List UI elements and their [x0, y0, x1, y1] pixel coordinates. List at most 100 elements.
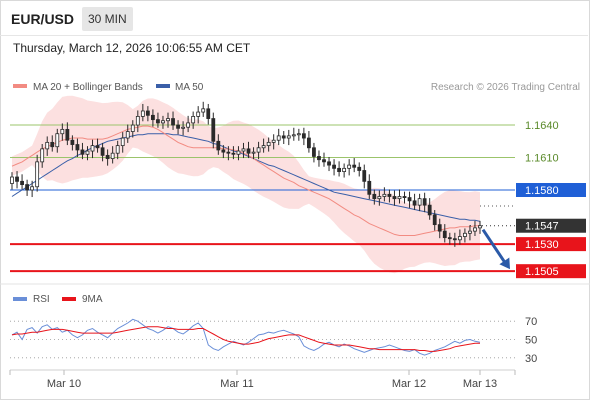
candle-body — [307, 137, 311, 149]
candle — [30, 180, 35, 198]
candle-body — [130, 124, 135, 132]
candle — [216, 134, 221, 155]
candle-body — [90, 145, 95, 152]
timeframe-button[interactable]: 30 MIN — [82, 7, 133, 31]
candle-body — [312, 147, 316, 157]
chart-header: EUR/USD 30 MIN — [0, 0, 588, 36]
candle-body — [452, 238, 457, 241]
candle-body — [437, 224, 442, 232]
candle-body — [156, 119, 160, 124]
moving-average-lines — [11, 125, 481, 236]
candle — [201, 101, 206, 117]
candle — [337, 161, 341, 177]
symbol-label: EUR/USD — [11, 11, 75, 27]
candle-body — [367, 180, 372, 195]
candle — [261, 138, 266, 153]
candle — [407, 191, 412, 208]
candle-body — [352, 164, 357, 168]
candle — [60, 123, 65, 141]
candle — [10, 172, 14, 190]
candle-body — [186, 122, 191, 128]
candle — [377, 190, 382, 206]
candle — [135, 110, 140, 133]
candle — [312, 142, 316, 163]
candle-body — [286, 135, 291, 139]
candle — [100, 142, 105, 162]
ma50-legend-swatch — [156, 84, 170, 88]
candle — [357, 162, 362, 177]
candle — [296, 128, 301, 141]
candle-body — [145, 110, 150, 116]
candle — [286, 129, 291, 146]
rsi-legend-label: RSI — [33, 294, 50, 305]
candle — [186, 115, 191, 133]
candle — [140, 103, 145, 122]
candle-body — [478, 225, 482, 229]
candle-body — [10, 176, 14, 184]
candle — [181, 121, 185, 136]
level-value-1.1580: 1.1580 — [525, 185, 559, 197]
candle-body — [281, 135, 286, 139]
candle-body — [75, 144, 80, 151]
candle-body — [181, 126, 185, 129]
arrow-shaft — [481, 228, 508, 266]
x-tick-label: Mar 12 — [392, 378, 426, 390]
candle-body — [40, 148, 45, 163]
candlestick-series — [10, 101, 482, 247]
candle — [15, 171, 19, 189]
candle-body — [120, 137, 125, 147]
candle — [437, 218, 442, 239]
level-value-1.1505: 1.1505 — [525, 266, 559, 278]
candle-body — [161, 120, 165, 124]
candle — [45, 136, 50, 156]
candle — [468, 225, 472, 241]
bollinger-legend-label: MA 20 + Bollinger Bands — [33, 82, 143, 93]
x-axis-ticks: Mar 10 Mar 11 Mar 12 Mar 13 — [9, 370, 516, 390]
candle — [352, 158, 357, 173]
candle — [191, 111, 196, 129]
candle-body — [55, 133, 60, 148]
candle — [20, 174, 24, 190]
candle-body — [377, 196, 382, 200]
candle — [291, 127, 296, 141]
candle — [241, 142, 246, 159]
candle-body — [372, 193, 377, 200]
candle-body — [382, 193, 387, 197]
candle-body — [256, 147, 261, 153]
candle — [347, 159, 352, 176]
candle — [251, 147, 256, 160]
candle-body — [296, 133, 301, 136]
datetime-label: Thursday, March 12, 2026 10:06:55 AM CET — [13, 41, 251, 55]
candle-body — [432, 214, 437, 226]
candle-body — [65, 128, 70, 141]
candle — [271, 134, 276, 150]
level-value-1.1610: 1.1610 — [525, 153, 559, 165]
ma20-line — [11, 125, 480, 236]
candle — [55, 128, 60, 153]
candle — [387, 189, 392, 203]
candle — [70, 135, 75, 151]
candle-body — [427, 204, 432, 216]
candle-body — [457, 236, 462, 241]
candle — [236, 146, 241, 161]
candle-body — [362, 170, 367, 182]
bollinger-band-fill — [12, 95, 480, 274]
candle — [372, 189, 377, 205]
candle-body — [30, 186, 35, 191]
level-value-1.1530: 1.1530 — [525, 239, 559, 251]
rsi-tick-50: 50 — [525, 335, 537, 347]
level-value-1.1640: 1.1640 — [525, 120, 559, 132]
x-tick-label: Mar 13 — [463, 378, 497, 390]
candle — [417, 193, 422, 212]
candle-body — [85, 150, 90, 155]
x-tick-label: Mar 10 — [47, 378, 81, 390]
candle-body — [332, 164, 336, 169]
candle — [211, 112, 216, 149]
price-legend: MA 20 + Bollinger Bands MA 50 Research ©… — [13, 82, 580, 93]
candle-body — [211, 118, 216, 142]
candle — [342, 163, 347, 178]
candle — [35, 154, 40, 192]
candle — [125, 124, 130, 143]
candle-body — [468, 230, 472, 234]
